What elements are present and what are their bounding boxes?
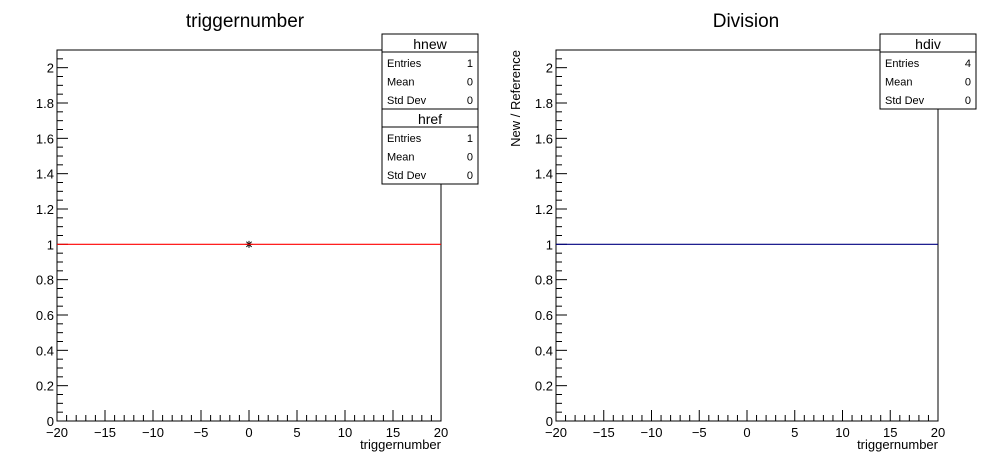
y-tick-label: 0.6 (36, 308, 54, 323)
x-tick-label: 15 (883, 425, 897, 440)
x-tick-label: −10 (640, 425, 662, 440)
y-tick-label: 1.8 (36, 96, 54, 111)
stats-row-value: 1 (467, 58, 473, 70)
stats-row-value: 0 (467, 152, 473, 164)
x-tick-label: −15 (593, 425, 615, 440)
y-tick-label: 0.4 (535, 343, 553, 358)
stats-row-value: 0 (467, 170, 473, 182)
y-tick-label: 1 (47, 237, 54, 252)
stats-row-label: Entries (387, 133, 422, 145)
stats-box-frame (879, 33, 977, 110)
stats-row-label: Mean (387, 77, 415, 89)
y-tick-label: 0.2 (36, 379, 54, 394)
y-tick-label: 1 (546, 237, 553, 252)
stats-row-label: Std Dev (387, 170, 427, 182)
stats-row-label: Entries (885, 58, 920, 70)
x-tick-label: −5 (692, 425, 707, 440)
y-tick-label: 2 (546, 61, 553, 76)
stats-box-title: href (418, 111, 442, 127)
x-axis-label: triggernumber (857, 437, 939, 452)
x-axis-label: triggernumber (360, 437, 442, 452)
x-tick-label: 10 (835, 425, 849, 440)
y-tick-label: 0.2 (535, 379, 553, 394)
x-tick-label: −20 (545, 425, 567, 440)
x-tick-label: 0 (245, 425, 252, 440)
stats-row-value: 0 (965, 77, 971, 89)
x-tick-label: 0 (743, 425, 750, 440)
stats-box-frame (381, 33, 479, 110)
y-tick-label: 0.8 (535, 273, 553, 288)
stats-row-value: 0 (467, 77, 473, 89)
stats-box-hdiv: hdiv Entries 4 Mean 0 Std Dev 0 (879, 33, 977, 110)
y-tick-label: 1.6 (535, 131, 553, 146)
x-tick-label: 20 (434, 425, 448, 440)
x-tick-label: −15 (94, 425, 116, 440)
stats-row-value: 0 (467, 95, 473, 107)
stats-box-href: href Entries 1 Mean 0 Std Dev 0 (381, 108, 479, 185)
y-tick-label: 2 (47, 61, 54, 76)
stats-row-label: Std Dev (387, 95, 427, 107)
y-tick-label: 1.6 (36, 131, 54, 146)
chart-panel-0: triggernumber−20 −15 −10 −5 0 5 10 15 2000.20.40… (36, 11, 479, 452)
y-tick-label: 1.4 (535, 167, 553, 182)
stats-row-value: 0 (965, 95, 971, 107)
stats-box-title: hdiv (915, 36, 941, 52)
chart-title: Division (713, 11, 780, 32)
stats-row-label: Mean (885, 77, 913, 89)
y-tick-label: 1.2 (36, 202, 54, 217)
y-tick-label: 0.4 (36, 343, 54, 358)
x-tick-label: 5 (293, 425, 300, 440)
x-tick-label: 5 (791, 425, 798, 440)
y-tick-label: 0 (47, 414, 54, 429)
stats-row-label: Std Dev (885, 95, 925, 107)
chart-title: triggernumber (186, 11, 305, 32)
y-tick-label: 0.6 (535, 308, 553, 323)
y-tick-label: 1.2 (535, 202, 553, 217)
stats-box-hnew: hnew Entries 1 Mean 0 Std Dev 0 (381, 33, 479, 110)
x-tick-label: −10 (142, 425, 164, 440)
stats-box-title: hnew (413, 36, 447, 52)
y-tick-label: 0.8 (36, 273, 54, 288)
x-tick-label: −5 (194, 425, 209, 440)
chart-panel-1: Division−20 −15 −10 −5 0 5 10 15 2000.20.40.60.8… (508, 11, 977, 452)
x-tick-label: 10 (338, 425, 352, 440)
stats-row-value: 4 (965, 58, 971, 70)
x-tick-label: 20 (931, 425, 945, 440)
y-tick-label: 1.4 (36, 167, 54, 182)
x-tick-label: −20 (46, 425, 68, 440)
y-tick-label: 1.8 (535, 96, 553, 111)
stats-row-label: Mean (387, 152, 415, 164)
stats-row-value: 1 (467, 133, 473, 145)
y-axis-label: New / Reference (508, 50, 523, 147)
x-tick-label: 15 (386, 425, 400, 440)
stats-row-label: Entries (387, 58, 422, 70)
y-tick-label: 0 (546, 414, 553, 429)
stats-box-frame (381, 108, 479, 185)
